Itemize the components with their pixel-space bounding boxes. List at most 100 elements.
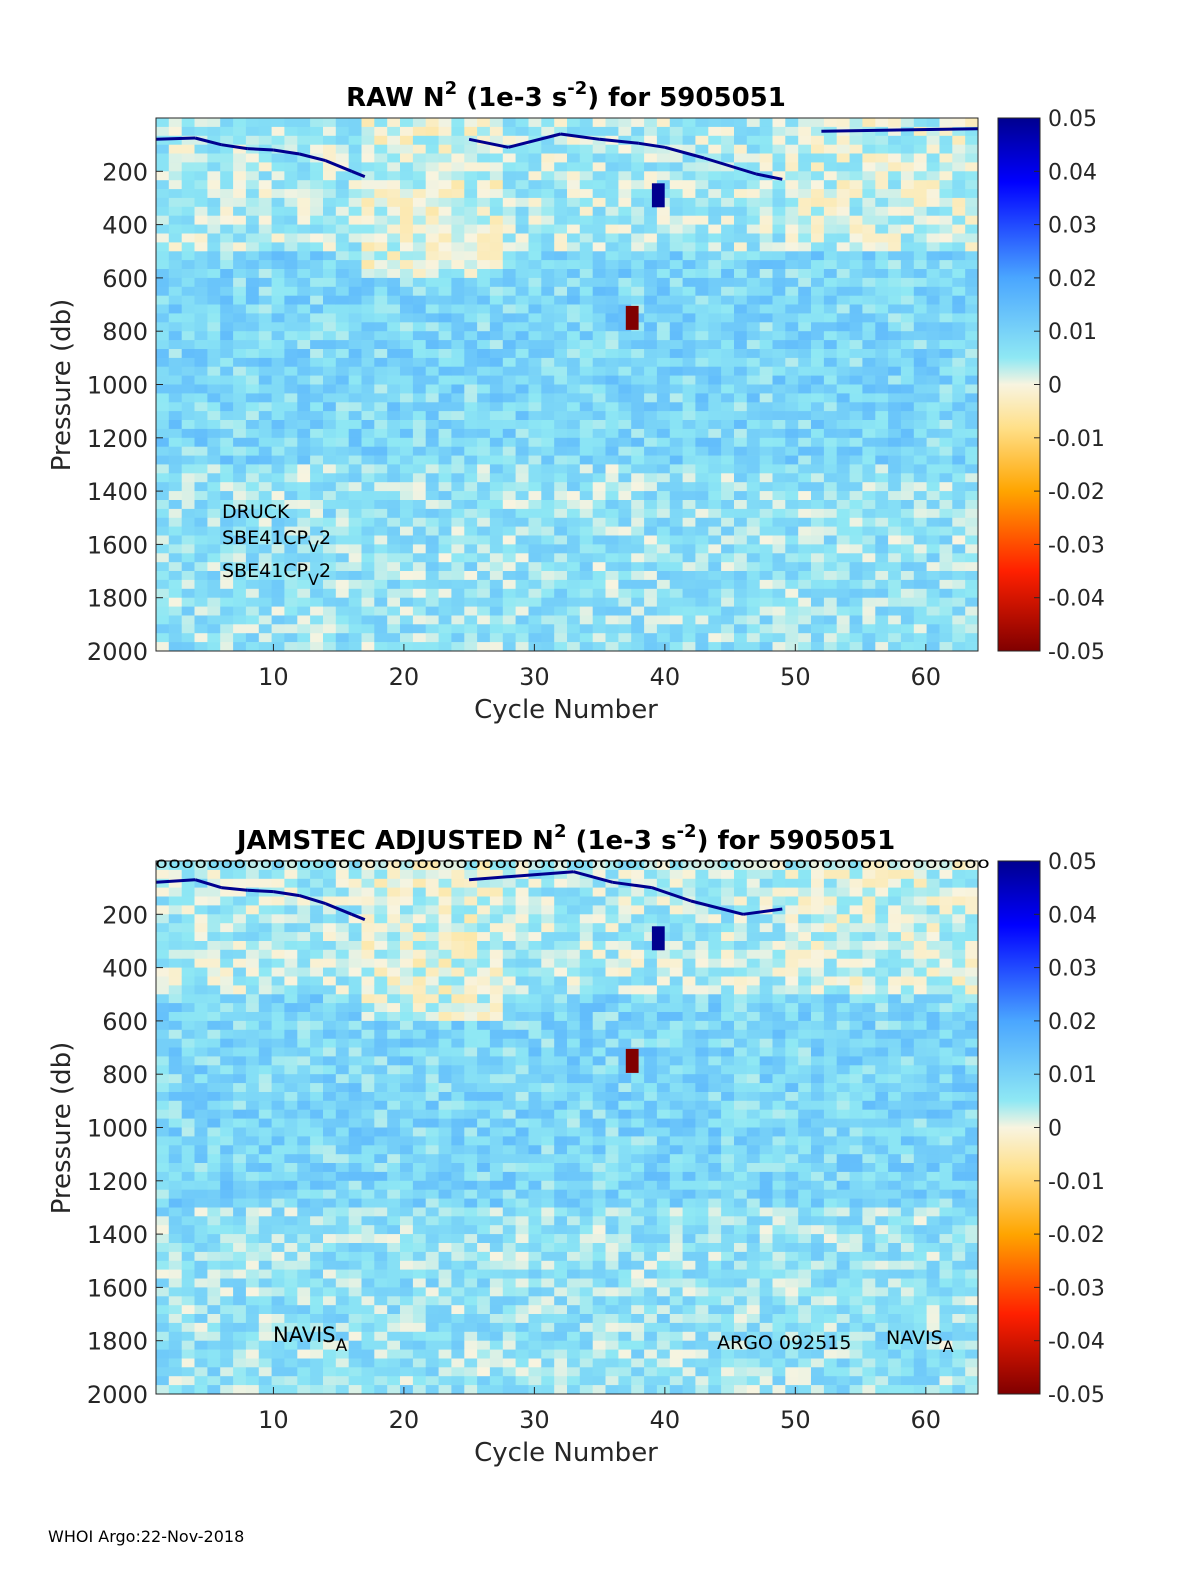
heatmap-cell: [746, 162, 761, 172]
heatmap-cell: [168, 1331, 183, 1341]
heatmap-cell: [233, 1243, 247, 1253]
heatmap-cell: [695, 349, 709, 359]
heatmap-cell: [258, 322, 273, 332]
heatmap-cell: [451, 642, 465, 652]
heatmap-cell: [798, 393, 812, 403]
heatmap-cell: [939, 579, 953, 590]
heatmap-cell: [258, 1171, 273, 1182]
x-axis-label: Cycle Number: [474, 695, 658, 725]
heatmap-cell: [400, 269, 414, 279]
heatmap-cell: [233, 1305, 247, 1315]
heatmap-cell: [245, 1189, 260, 1199]
heatmap-cell: [669, 242, 684, 252]
heatmap-cell: [502, 588, 517, 598]
heatmap-cell: [233, 260, 247, 270]
heatmap-cell: [644, 215, 658, 225]
heatmap-cell: [708, 313, 722, 323]
heatmap-cell: [207, 914, 221, 924]
heatmap-cell: [168, 286, 183, 296]
heatmap-cell: [194, 1376, 208, 1386]
heatmap-cell: [297, 384, 311, 394]
heatmap-cell: [913, 135, 928, 145]
heatmap-cell: [361, 242, 375, 252]
heatmap-cell: [939, 562, 953, 572]
heatmap-cell: [464, 118, 478, 128]
heatmap-cell: [451, 437, 465, 447]
heatmap-cell: [836, 206, 850, 216]
heatmap-cell: [361, 1349, 375, 1359]
heatmap-cell: [284, 896, 298, 906]
heatmap-cell: [387, 544, 401, 554]
heatmap-cell: [811, 180, 825, 190]
heatmap-cell: [477, 642, 491, 652]
heatmap-cell: [156, 375, 170, 385]
heatmap-cell: [592, 189, 606, 199]
heatmap-cell: [258, 861, 273, 871]
heatmap-cell: [374, 1145, 388, 1155]
heatmap-cell: [528, 455, 542, 465]
heatmap-cell: [168, 180, 183, 190]
heatmap-cell: [939, 366, 953, 376]
heatmap-cell: [297, 1189, 311, 1199]
heatmap-cell: [220, 482, 234, 492]
heatmap-cell: [451, 535, 465, 545]
heatmap-cell: [798, 322, 812, 332]
heatmap-cell: [502, 464, 517, 474]
heatmap-cell: [913, 269, 928, 279]
heatmap-cell: [644, 269, 658, 279]
x-axis: 10 20 30 40 50 60: [258, 644, 941, 691]
heatmap-cell: [220, 224, 234, 234]
heatmap-cell: [156, 180, 170, 190]
heatmap-cell: [656, 242, 671, 252]
heatmap-cell: [323, 896, 337, 906]
heatmap-cell: [734, 535, 748, 545]
heatmap-cell: [515, 357, 529, 368]
heatmap-cell: [284, 402, 298, 412]
heatmap-cell: [823, 340, 838, 350]
heatmap-cell: [194, 1305, 208, 1315]
heatmap-cell: [913, 206, 928, 216]
heatmap-cell: [759, 295, 773, 305]
heatmap-cell: [849, 260, 863, 270]
heatmap-cell: [849, 437, 863, 447]
heatmap-cell: [965, 571, 979, 581]
heatmap-cell: [374, 215, 388, 225]
heatmap-cell: [567, 411, 581, 421]
heatmap-cell: [361, 633, 375, 643]
heatmap-cell: [862, 437, 876, 447]
heatmap-cell: [284, 1367, 298, 1377]
heatmap-cell: [220, 562, 234, 572]
heatmap-cell: [233, 941, 247, 951]
heatmap-cell: [785, 615, 799, 625]
heatmap-cell: [168, 491, 183, 501]
heatmap-cell: [335, 269, 350, 279]
heatmap-cell: [952, 553, 966, 563]
heatmap-cell: [567, 615, 581, 625]
heatmap-cell: [746, 624, 761, 634]
heatmap-cell: [181, 861, 195, 871]
heatmap-cell: [220, 1136, 234, 1146]
heatmap-cell: [284, 1083, 298, 1093]
heatmap-cell: [939, 482, 953, 492]
heatmap-cell: [323, 180, 337, 190]
heatmap-cell: [323, 1020, 337, 1031]
mixed-layer-segment: [664, 145, 705, 160]
heatmap-cell: [310, 1083, 324, 1093]
heatmap-cell: [310, 642, 324, 652]
heatmap-cell: [335, 887, 350, 897]
heatmap-cell: [207, 526, 221, 536]
heatmap-cell: [695, 180, 709, 190]
heatmap-cell: [348, 1180, 362, 1190]
heatmap-cell: [258, 1216, 273, 1226]
heatmap-cell: [618, 579, 632, 590]
heatmap-cell: [772, 517, 786, 527]
heatmap-cell: [168, 517, 183, 527]
heatmap-cell: [734, 588, 748, 598]
heatmap-cell: [335, 941, 350, 951]
heatmap-cell: [875, 393, 889, 403]
heatmap-cell: [207, 1092, 221, 1102]
heatmap-cell: [592, 224, 606, 234]
heatmap-cell: [605, 295, 619, 305]
heatmap-cell: [836, 233, 850, 243]
heatmap-cell: [310, 313, 324, 323]
